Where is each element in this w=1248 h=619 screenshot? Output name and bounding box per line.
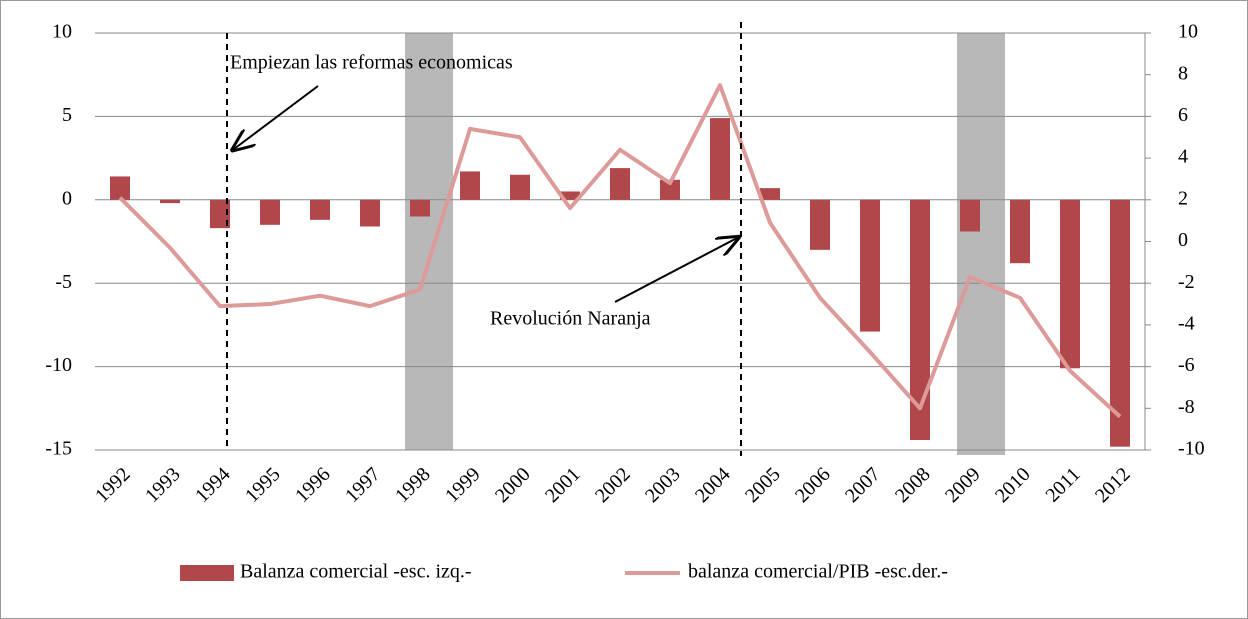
shade-band [957, 33, 1005, 455]
annotation: Empiezan las reformas economicas [230, 52, 513, 74]
y2-tick-label: 2 [1178, 187, 1188, 209]
bar [610, 168, 630, 200]
bar [1110, 199, 1130, 447]
arrow [234, 85, 319, 149]
bar [1010, 199, 1030, 264]
shade-band [405, 33, 453, 450]
y2-tick-label: -2 [1178, 271, 1195, 293]
bar [710, 118, 730, 200]
bar [460, 171, 480, 200]
y-tick-label: 0 [62, 187, 72, 209]
y2-tick-label: -4 [1178, 312, 1195, 334]
bar [160, 199, 180, 204]
y2-tick-label: 10 [1178, 21, 1198, 43]
y-tick-label: 10 [52, 21, 72, 43]
bar [1060, 199, 1080, 369]
y-tick-label: 5 [62, 104, 72, 126]
arrow [614, 238, 737, 303]
bar [810, 199, 830, 250]
annotation: Revolución Naranja [490, 308, 651, 330]
bar [260, 199, 280, 225]
y2-tick-label: -10 [1178, 438, 1205, 460]
bar [210, 199, 230, 229]
y2-tick-label: -8 [1178, 396, 1195, 418]
y2-tick-label: 4 [1178, 146, 1188, 168]
y2-tick-label: 0 [1178, 229, 1188, 251]
bar [410, 199, 430, 217]
y-tick-label: -10 [45, 354, 72, 376]
shading [405, 33, 1005, 455]
bar [310, 199, 330, 220]
legend-label: Balanza comercial -esc. izq.- [240, 561, 472, 583]
bar [760, 188, 780, 200]
legend-label: balanza comercial/PIB -esc.der.- [688, 561, 948, 583]
bar [560, 191, 580, 200]
bar [660, 179, 680, 200]
bar [860, 199, 880, 332]
y2-tick-label: -6 [1178, 354, 1195, 376]
y2-tick-label: 8 [1178, 62, 1188, 84]
bar [910, 199, 930, 440]
y-tick-label: -15 [45, 438, 72, 460]
bar [360, 199, 380, 227]
line [118, 83, 1122, 419]
y-tick-label: -5 [55, 271, 72, 293]
bar [110, 176, 130, 200]
y2-tick-label: 6 [1178, 104, 1188, 126]
bar [510, 174, 530, 200]
legend-swatch [180, 565, 234, 581]
bar [960, 199, 980, 232]
